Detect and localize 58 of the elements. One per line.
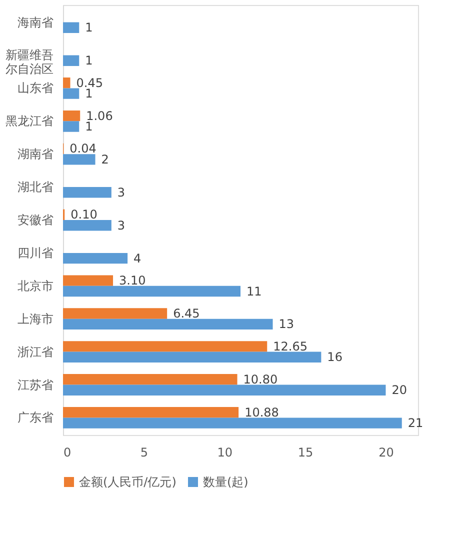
- x-tick-label: 10: [217, 446, 233, 460]
- y-tick-label: 海南省: [18, 15, 54, 30]
- legend-label: 数量(起): [203, 475, 248, 489]
- bar: [63, 252, 128, 264]
- x-tick-label: 0: [64, 446, 72, 460]
- data-label: 20: [392, 383, 408, 398]
- y-tick-label: 江苏省: [18, 378, 54, 392]
- bar: [63, 121, 80, 132]
- y-tick-label: 新疆维吾尔自治区: [6, 48, 54, 76]
- x-tick-label: 15: [298, 446, 314, 460]
- bar: [63, 187, 112, 198]
- bar: [63, 418, 402, 428]
- bar: [63, 374, 238, 385]
- y-tick-label: 浙江省: [18, 344, 54, 359]
- data-label: 6.45: [173, 306, 200, 320]
- bar: [63, 341, 268, 352]
- bar: [63, 286, 240, 297]
- data-label: 10.80: [243, 372, 278, 386]
- y-tick-label: 山东省: [18, 81, 54, 96]
- data-label: 1: [85, 54, 93, 68]
- y-tick-label: 湖南省: [18, 147, 54, 162]
- bar: [63, 55, 80, 66]
- legend-label: 金额(人民币/亿元): [79, 475, 176, 489]
- data-label: 11: [246, 284, 262, 298]
- data-label: 2: [101, 152, 109, 166]
- bar: [63, 110, 80, 122]
- data-label: 13: [278, 317, 294, 332]
- data-label: 1: [85, 20, 93, 35]
- bar: [63, 384, 386, 396]
- data-label: 0.04: [70, 142, 96, 156]
- data-label: 16: [327, 350, 342, 364]
- y-tick-label: 湖北省: [18, 180, 54, 194]
- data-label: 10.88: [244, 405, 279, 420]
- bar: [63, 308, 168, 319]
- bar: [63, 406, 239, 418]
- y-tick-label: 广东省: [18, 410, 54, 425]
- bar: [63, 22, 80, 34]
- data-label: 0.10: [70, 208, 98, 222]
- bar: [63, 154, 96, 165]
- bar: [63, 318, 273, 330]
- data-label: 3.10: [119, 274, 146, 288]
- y-tick-label: 安徽省: [18, 213, 54, 227]
- bar: [63, 275, 114, 286]
- data-label: 12.65: [273, 339, 308, 354]
- bar: [63, 220, 112, 231]
- data-label: 3: [117, 218, 126, 232]
- y-tick-label: 黑龙江省: [6, 114, 54, 128]
- data-label: 4: [134, 251, 142, 266]
- y-tick-label: 四川省: [18, 246, 54, 260]
- data-label: 3: [117, 185, 126, 200]
- data-label: 21: [408, 416, 424, 430]
- y-tick-label: 北京市: [18, 278, 54, 293]
- bar: [63, 88, 80, 99]
- y-tick-label: 上海市: [18, 312, 54, 326]
- bar: [63, 352, 322, 363]
- x-tick-label: 20: [378, 446, 394, 460]
- bar: [63, 77, 70, 88]
- x-tick-label: 5: [140, 446, 148, 460]
